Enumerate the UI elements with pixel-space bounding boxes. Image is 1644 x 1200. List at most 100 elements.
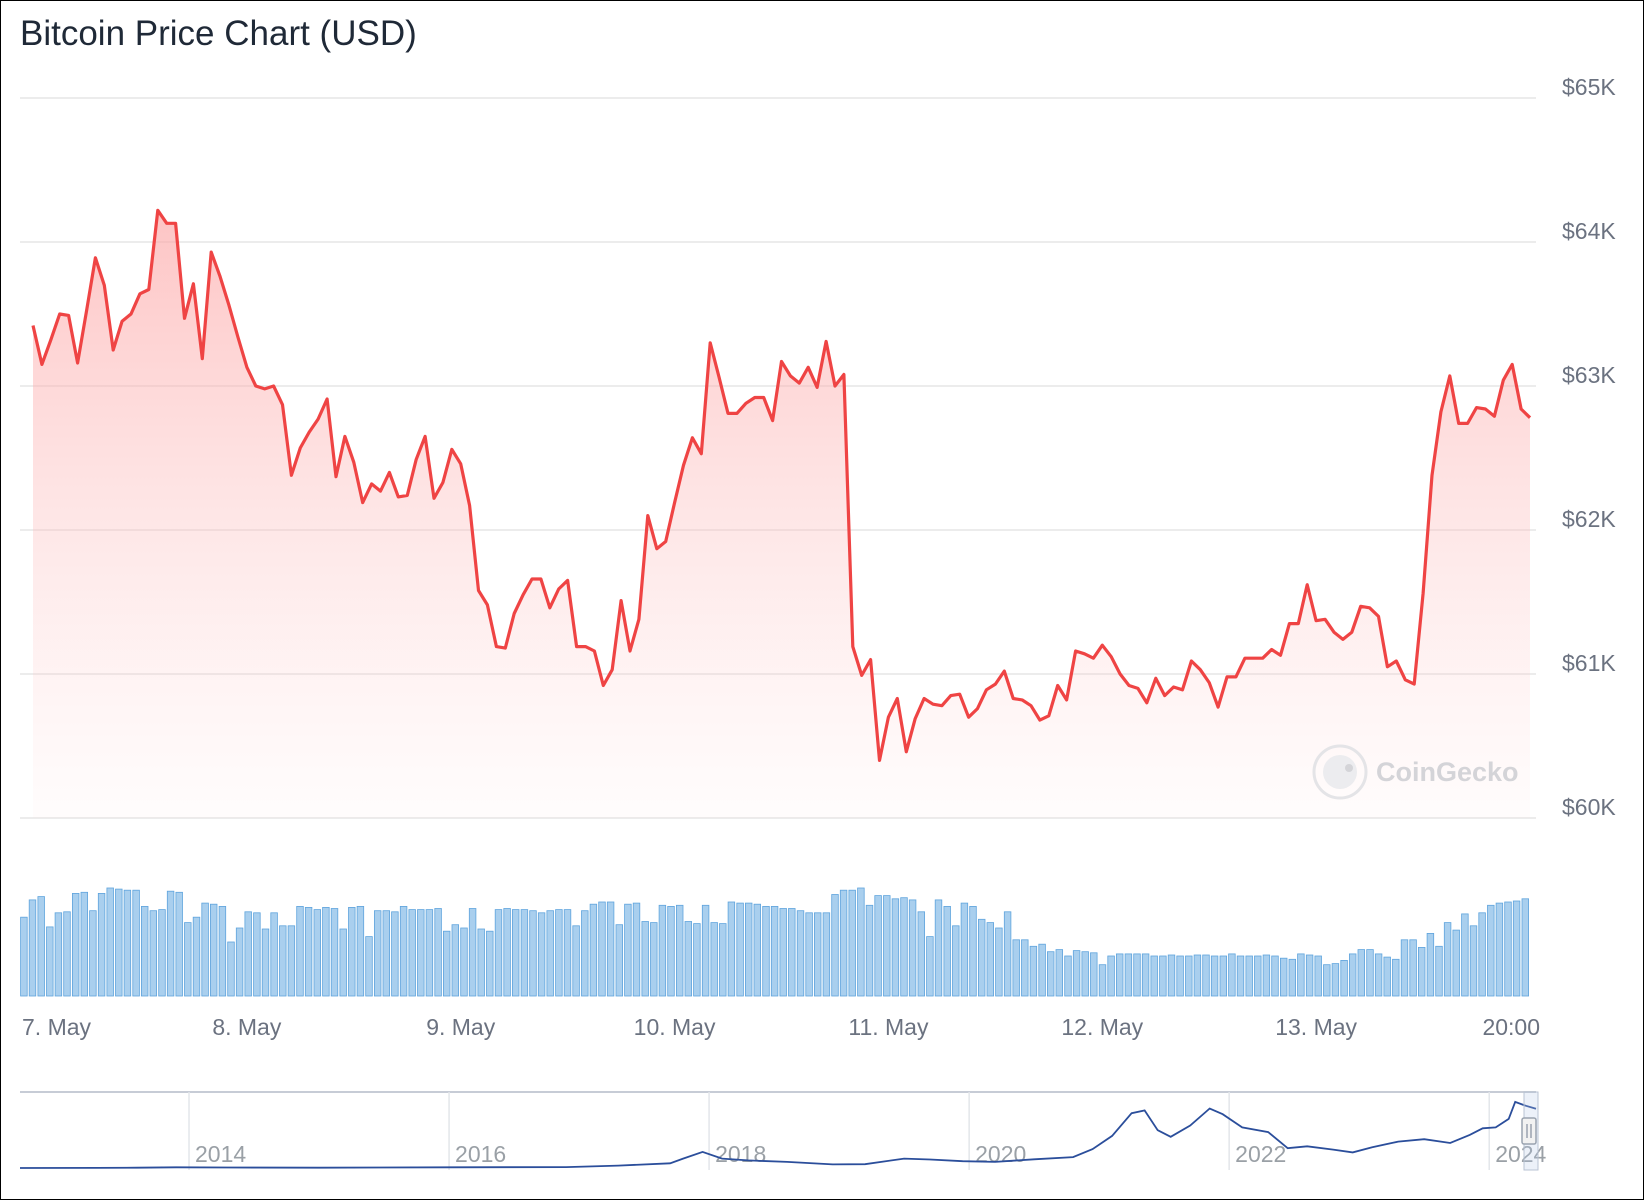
volume-bar <box>227 941 235 997</box>
navigator[interactable]: 2014 2016 2018 2020 2022 2024 <box>19 1091 1547 1171</box>
volume-bar <box>908 899 917 997</box>
volume-bar <box>1228 953 1236 997</box>
volume-bar <box>960 902 969 997</box>
volume-bar <box>537 912 546 997</box>
volume-bar <box>926 936 934 997</box>
volume-bar <box>900 897 908 997</box>
volume-bar <box>399 906 408 997</box>
volume-bar <box>1366 949 1374 997</box>
x-tick-label: 11. May <box>848 1014 929 1040</box>
volume-bar <box>175 891 183 997</box>
volume-bar <box>1452 929 1460 997</box>
volume-bar <box>1435 945 1443 997</box>
y-tick-label: $63K <box>1562 362 1616 388</box>
volume-bar <box>1141 953 1150 997</box>
volume-bar <box>1469 925 1478 997</box>
volume-bar <box>339 928 347 997</box>
volume-bars <box>20 887 1529 997</box>
watermark-text: CoinGecko <box>1376 757 1519 787</box>
volume-bar <box>270 912 278 997</box>
volume-bar <box>986 922 994 997</box>
volume-bar <box>572 925 580 997</box>
volume-bar <box>1323 964 1331 997</box>
volume-bar <box>555 909 563 997</box>
price-line[interactable] <box>31 208 1532 763</box>
volume-bar <box>615 924 623 997</box>
volume-bar <box>1219 955 1227 997</box>
volume-bar <box>1340 960 1348 997</box>
volume-bar <box>1331 963 1340 997</box>
volume-bar <box>1003 911 1012 997</box>
navigator-handle[interactable] <box>1521 1117 1537 1145</box>
volume-bar <box>63 911 71 997</box>
volume-bar <box>1176 955 1184 997</box>
volume-bar <box>917 911 925 997</box>
volume-bar <box>650 922 658 997</box>
volume-bar <box>115 888 123 997</box>
navigator-tick-label: 2020 <box>975 1141 1026 1167</box>
volume-bar <box>736 902 744 997</box>
volume-bar <box>201 902 209 997</box>
navigator-tick-label: 2014 <box>195 1141 246 1167</box>
volume-bar <box>477 928 485 997</box>
volume-bar <box>442 930 451 997</box>
volume-bar <box>1357 949 1365 997</box>
volume-bar <box>978 918 986 997</box>
volume-bar <box>1098 964 1107 997</box>
volume-bar <box>1124 953 1133 997</box>
volume-bar <box>943 906 951 997</box>
volume-bar <box>365 936 373 997</box>
volume-bar <box>1047 951 1055 997</box>
volume-bar <box>1349 953 1357 997</box>
volume-bar <box>382 910 390 997</box>
volume-bar <box>874 895 882 997</box>
volume-bar <box>1133 953 1141 997</box>
x-tick-label: 12. May <box>1061 1014 1143 1040</box>
volume-bar <box>503 908 511 997</box>
volume-bar <box>1167 954 1176 997</box>
volume-bar <box>348 907 356 997</box>
volume-bar <box>417 909 425 997</box>
volume-bar <box>1280 957 1288 997</box>
volume-bar <box>796 910 805 997</box>
volume-bar <box>1012 939 1020 997</box>
volume-bar <box>140 906 149 997</box>
volume-bar <box>192 916 201 997</box>
volume-bar <box>279 925 287 997</box>
volume-bar <box>995 927 1003 997</box>
x-tick-label: 9. May <box>426 1014 496 1040</box>
volume-bar <box>1392 958 1400 997</box>
volume-bar <box>606 901 615 997</box>
volume-bar <box>1210 955 1219 997</box>
volume-bar <box>1202 954 1210 997</box>
navigator-tick-label: 2018 <box>715 1141 766 1167</box>
volume-bar <box>287 925 296 997</box>
volume-bar <box>641 921 649 997</box>
volume-bar <box>598 901 606 997</box>
volume-bar <box>149 910 157 997</box>
volume-bar <box>209 903 218 997</box>
volume-bar <box>762 906 770 997</box>
volume-bar <box>330 908 339 997</box>
volume-bar <box>814 912 822 997</box>
volume-bar <box>1478 912 1486 997</box>
volume-bar <box>839 889 848 997</box>
volume-bar <box>891 898 900 997</box>
volume-bar <box>1383 956 1391 997</box>
volume-bar <box>857 887 865 997</box>
volume-bar <box>779 908 787 997</box>
volume-bar <box>1185 955 1193 997</box>
volume-bar <box>46 926 54 997</box>
volume-bar <box>788 908 796 997</box>
volume-bar <box>54 912 63 997</box>
volume-bar <box>425 909 434 997</box>
volume-bar <box>1288 958 1296 997</box>
volume-bar <box>753 903 761 997</box>
volume-bar <box>1150 955 1158 997</box>
volume-bar <box>1374 953 1383 997</box>
volume-bar <box>451 924 459 997</box>
volume-bar <box>1297 953 1305 997</box>
navigator-tick-label: 2016 <box>455 1141 506 1167</box>
y-tick-label: $65K <box>1562 74 1616 100</box>
